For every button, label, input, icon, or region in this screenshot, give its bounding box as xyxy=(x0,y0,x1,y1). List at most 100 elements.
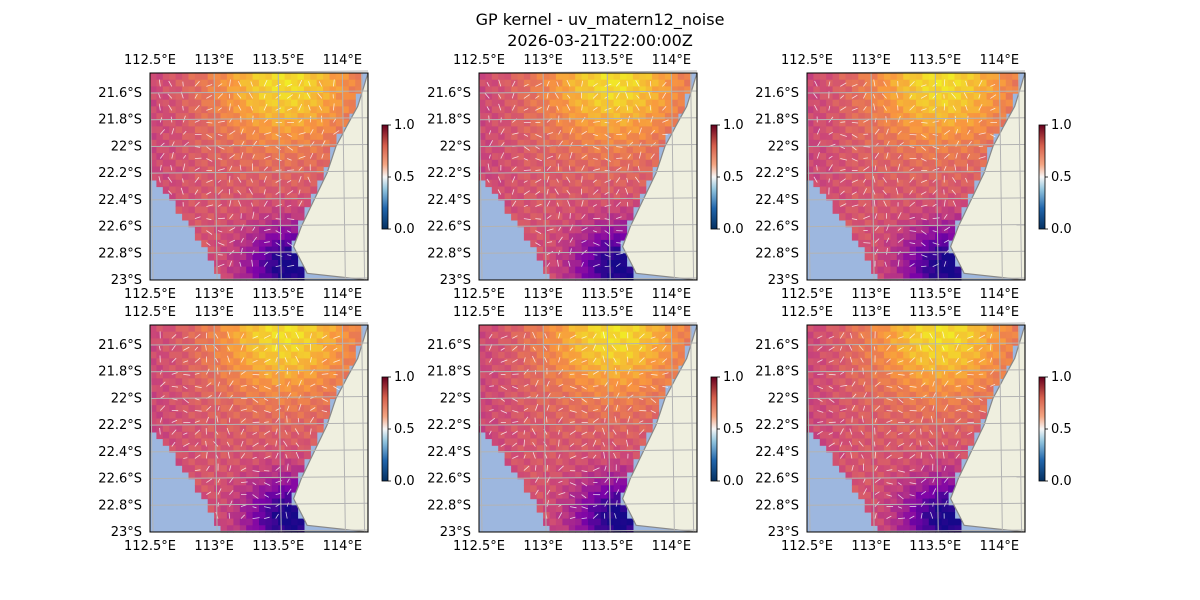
heatmap-cell xyxy=(575,260,583,268)
heatmap-cell xyxy=(278,485,286,493)
heatmap-cell xyxy=(588,119,595,127)
heatmap-cell xyxy=(890,331,898,339)
heatmap-cell xyxy=(207,431,215,440)
heatmap-cell xyxy=(162,345,170,353)
heatmap-cell xyxy=(954,119,962,127)
heatmap-cell xyxy=(194,471,202,480)
heatmap-cell xyxy=(832,199,840,208)
heatmap-cell xyxy=(259,451,266,460)
heatmap-cell xyxy=(832,179,840,188)
heatmap-cell xyxy=(342,358,350,366)
heatmap-cell xyxy=(935,325,943,333)
heatmap-cell xyxy=(291,126,299,134)
heatmap-cell xyxy=(948,126,956,134)
velocity-arrow xyxy=(557,202,559,207)
heatmap-cell xyxy=(316,391,324,400)
heatmap-cell xyxy=(896,213,904,221)
heatmap-cell xyxy=(620,405,628,413)
heatmap-cell xyxy=(877,273,885,281)
heatmap-cell xyxy=(600,518,608,526)
heatmap-cell xyxy=(922,179,930,188)
velocity-arrow xyxy=(626,80,629,87)
heatmap-cell xyxy=(813,79,821,87)
heatmap-cell xyxy=(658,139,666,148)
heatmap-cell xyxy=(523,193,531,201)
heatmap-cell xyxy=(150,106,157,114)
heatmap-cell xyxy=(169,405,177,413)
heatmap-cell xyxy=(607,206,615,214)
velocity-arrow xyxy=(634,176,640,183)
velocity-arrow xyxy=(952,177,957,183)
velocity-arrow xyxy=(168,190,173,195)
heatmap-cell xyxy=(491,391,499,400)
heatmap-cell xyxy=(291,478,299,486)
heatmap-cell xyxy=(194,418,202,426)
velocity-arrow xyxy=(662,334,668,339)
heatmap-cell xyxy=(271,153,279,161)
heatmap-cell xyxy=(954,79,962,87)
heatmap-cell xyxy=(935,86,943,94)
heatmap-cell xyxy=(246,266,254,274)
heatmap-cell xyxy=(194,213,202,221)
heatmap-cell xyxy=(239,358,247,366)
heatmap-cell xyxy=(600,260,608,268)
heatmap-cell xyxy=(511,126,519,134)
heatmap-cell xyxy=(664,371,672,379)
velocity-arrow xyxy=(592,505,598,507)
velocity-arrow xyxy=(285,454,288,459)
heatmap-cell xyxy=(201,199,209,208)
velocity-arrow xyxy=(558,357,561,363)
heatmap-cell xyxy=(517,378,525,386)
velocity-arrow xyxy=(592,263,600,267)
heatmap-cell xyxy=(858,193,866,201)
heatmap-cell xyxy=(517,126,525,134)
velocity-arrow xyxy=(275,146,281,151)
heatmap-cell xyxy=(226,86,234,94)
heatmap-cell xyxy=(896,206,904,214)
heatmap-cell xyxy=(239,246,247,254)
heatmap-cell xyxy=(626,133,634,141)
heatmap-cell xyxy=(594,371,602,379)
velocity-arrow xyxy=(978,156,986,159)
heatmap-cell xyxy=(201,458,209,466)
heatmap-cell xyxy=(310,186,318,194)
heatmap-cell xyxy=(607,425,615,433)
lat-tick-label: 21.8°S xyxy=(427,365,471,380)
heatmap-cell xyxy=(600,146,608,154)
heatmap-cell xyxy=(632,411,640,420)
heatmap-cell xyxy=(549,119,557,127)
heatmap-cell xyxy=(259,425,266,433)
heatmap-cell xyxy=(555,471,563,480)
heatmap-cell xyxy=(523,351,531,359)
velocity-arrow xyxy=(535,230,542,234)
velocity-arrow xyxy=(523,369,529,375)
heatmap-cell xyxy=(658,99,666,107)
heatmap-cell xyxy=(973,99,981,107)
heatmap-cell xyxy=(607,179,615,188)
heatmap-cell xyxy=(530,133,538,141)
heatmap-cell xyxy=(182,173,190,181)
heatmap-cell xyxy=(291,99,299,107)
velocity-arrow xyxy=(886,152,889,159)
heatmap-cell xyxy=(284,213,292,221)
heatmap-cell xyxy=(594,219,602,228)
velocity-arrow xyxy=(217,488,222,495)
heatmap-cell xyxy=(323,86,331,94)
heatmap-cell xyxy=(613,266,621,274)
velocity-arrow xyxy=(486,82,490,87)
heatmap-cell xyxy=(916,73,923,81)
heatmap-cell xyxy=(543,199,551,208)
heatmap-cell xyxy=(233,358,241,366)
heatmap-cell xyxy=(652,358,660,366)
gridline-lon xyxy=(998,72,1003,281)
heatmap-cell xyxy=(303,338,311,346)
heatmap-cell xyxy=(316,73,324,81)
heatmap-cell xyxy=(607,371,615,379)
gridline-lat xyxy=(806,90,1026,94)
heatmap-cell xyxy=(626,438,634,446)
heatmap-cell xyxy=(265,266,273,274)
heatmap-cell xyxy=(588,451,595,460)
heatmap-cell xyxy=(600,431,608,440)
heatmap-cell xyxy=(271,425,279,433)
heatmap-cell xyxy=(265,253,273,261)
